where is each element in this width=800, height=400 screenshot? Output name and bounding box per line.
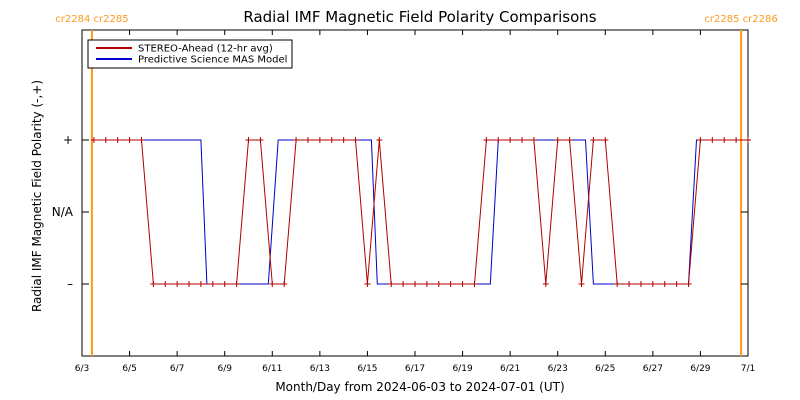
legend-box: [87, 39, 293, 69]
data-point: [495, 137, 502, 143]
data-point: [637, 281, 644, 287]
data-point: [221, 281, 228, 287]
x-tick-label: 6/5: [122, 364, 136, 374]
data-point: [745, 137, 751, 143]
data-point: [352, 137, 359, 143]
x-tick-label: 6/29: [690, 364, 710, 374]
data-point: [435, 281, 442, 287]
data-point: [530, 137, 537, 143]
x-tick-label: 6/7: [170, 364, 184, 374]
data-point: [269, 281, 276, 287]
x-tick-label: 6/11: [262, 364, 282, 374]
data-point: [233, 281, 240, 287]
x-tick-label: 6/21: [500, 364, 520, 374]
x-tick-label: 6/23: [548, 364, 568, 374]
data-point: [293, 137, 300, 143]
data-point: [733, 137, 740, 143]
x-axis-ticks: 6/3 6/5 6/7 6/9 6/11 6/13 6/15 6/17 6/19 6/21 6/23…: [75, 30, 755, 374]
data-point: [376, 137, 383, 143]
legend-entry: Predictive Science MAS Model: [138, 55, 287, 66]
y-tick-label: N/A: [52, 205, 74, 219]
data-point: [483, 137, 490, 143]
x-tick-label: 6/19: [452, 364, 472, 374]
data-point: [400, 281, 407, 287]
data-point: [364, 281, 371, 287]
data-point: [281, 281, 288, 287]
x-tick-label: 6/27: [643, 364, 663, 374]
y-axis-label: Radial IMF Magnetic Field Polarity (-,+): [30, 80, 44, 312]
data-point: [614, 281, 621, 287]
x-tick-label: 6/3: [75, 364, 89, 374]
data-point: [197, 281, 204, 287]
data-point: [709, 137, 716, 143]
data-point: [162, 281, 169, 287]
x-tick-label: 7/1: [741, 364, 755, 374]
data-point: [186, 281, 193, 287]
carrington-label: cr2284 cr2285: [55, 14, 128, 25]
data-point: [257, 137, 264, 143]
data-point: [174, 281, 181, 287]
carrington-label: cr2285 cr2286: [704, 14, 777, 25]
data-point: [340, 137, 347, 143]
chart-title: Radial IMF Magnetic Field Polarity Compa…: [243, 8, 596, 26]
legend-entry: STEREO-Ahead (12-hr avg): [138, 44, 273, 55]
data-point: [626, 281, 633, 287]
x-tick-label: 6/13: [310, 364, 330, 374]
data-point: [102, 137, 109, 143]
data-point: [90, 137, 97, 143]
plot-frame: [81, 29, 749, 357]
data-point: [316, 137, 323, 143]
data-point: [542, 281, 549, 287]
data-point: [328, 137, 335, 143]
x-tick-label: 6/9: [217, 364, 232, 374]
data-point: [459, 281, 466, 287]
x-axis-label: Month/Day from 2024-06-03 to 2024-07-01 …: [275, 380, 564, 394]
data-point: [126, 137, 133, 143]
data-point: [602, 137, 609, 143]
data-point: [554, 137, 561, 143]
data-point: [138, 137, 145, 143]
data-point: [471, 281, 478, 287]
legend: STEREO-Ahead (12-hr avg)Predictive Scien…: [87, 39, 293, 69]
data-point: [566, 137, 573, 143]
data-point: [209, 281, 216, 287]
data-point: [578, 281, 585, 287]
data-point: [388, 281, 395, 287]
y-tick-label: +: [63, 133, 73, 147]
series-line-1: [93, 139, 748, 285]
data-point: [673, 281, 680, 287]
data-point: [412, 281, 418, 287]
data-point: [447, 281, 454, 287]
data-point: [150, 281, 157, 287]
data-point: [245, 137, 252, 143]
data-point: [519, 137, 526, 143]
x-tick-label: 6/25: [595, 364, 615, 374]
data-point: [423, 281, 430, 287]
data-point: [661, 281, 668, 287]
data-point: [721, 137, 728, 143]
data-point: [649, 281, 656, 287]
series-layer: [90, 137, 751, 287]
series-line-0: [93, 139, 748, 285]
data-point: [697, 137, 704, 143]
data-point: [507, 137, 514, 143]
data-point: [304, 137, 311, 143]
data-point: [590, 137, 597, 143]
data-point: [114, 137, 121, 143]
y-tick-label: –: [67, 277, 73, 291]
x-tick-label: 6/15: [357, 364, 377, 374]
data-point: [685, 281, 692, 287]
y-axis-ticks: + N/A –: [52, 133, 748, 291]
x-tick-label: 6/17: [405, 364, 425, 374]
carrington-markers: cr2284 cr2285 cr2285 cr2286: [55, 14, 778, 356]
